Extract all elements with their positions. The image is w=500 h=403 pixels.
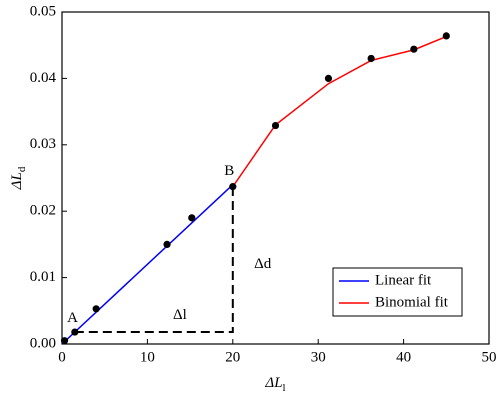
annotation: B: [224, 163, 234, 179]
annotation: A: [67, 310, 78, 326]
legend-label: Binomial fit: [375, 294, 449, 310]
annotation: Δl: [173, 307, 187, 323]
data-point: [71, 328, 79, 336]
y-axis-label-sub: d: [16, 166, 28, 172]
x-axis-label-sub: l: [283, 382, 286, 394]
data-point: [324, 74, 333, 82]
fit-line: [232, 35, 447, 188]
x-tick-label: 20: [225, 349, 240, 365]
data-point: [60, 337, 69, 345]
y-tick-label: 0.01: [30, 269, 56, 285]
x-axis-label: ΔLl: [264, 375, 285, 393]
data-point: [271, 121, 280, 130]
y-axis-label-main: ΔL: [9, 172, 25, 190]
data-point: [410, 45, 418, 53]
x-axis-label-main: ΔL: [264, 375, 282, 391]
data-point: [163, 240, 171, 248]
y-tick-label: 0.04: [30, 70, 57, 86]
data-point: [188, 214, 196, 222]
legend-label: Linear fit: [375, 272, 432, 288]
x-tick-label: 10: [140, 349, 155, 365]
y-tick-label: 0.02: [30, 203, 56, 219]
y-tick-label: 0.00: [30, 335, 56, 351]
fit-line: [61, 184, 234, 345]
data-point: [442, 32, 450, 40]
annotation: Δd: [254, 256, 272, 272]
y-tick-label: 0.03: [30, 136, 56, 152]
plot-frame: [61, 11, 490, 345]
data-point: [367, 54, 375, 63]
x-tick-label: 50: [482, 349, 497, 365]
x-tick-label: 40: [396, 349, 411, 365]
y-tick-label: 0.05: [30, 3, 56, 19]
data-point: [229, 183, 237, 191]
x-tick-label: 0: [58, 349, 66, 365]
data-point: [92, 305, 100, 313]
y-axis-label: ΔLd: [9, 166, 27, 190]
guide-line: [74, 186, 234, 334]
legend-box: [332, 267, 463, 317]
x-tick-label: 30: [311, 349, 326, 365]
